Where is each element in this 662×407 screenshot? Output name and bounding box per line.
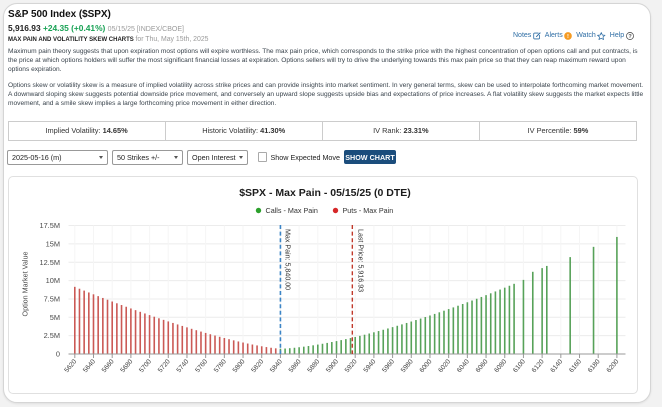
- svg-text:6200: 6200: [605, 358, 620, 374]
- svg-text:Max Pain: 5,840.00: Max Pain: 5,840.00: [283, 229, 291, 290]
- svg-text:2.5M: 2.5M: [44, 331, 60, 340]
- svg-text:5880: 5880: [306, 358, 321, 374]
- svg-text:0: 0: [56, 350, 60, 359]
- svg-text:Puts - Max Pain: Puts - Max Pain: [343, 206, 394, 215]
- svg-text:5M: 5M: [50, 313, 60, 322]
- svg-text:6020: 6020: [437, 358, 452, 374]
- svg-text:6080: 6080: [493, 358, 508, 374]
- svg-text:5820: 5820: [250, 358, 265, 374]
- svg-text:Calls - Max Pain: Calls - Max Pain: [266, 206, 318, 215]
- svg-text:5740: 5740: [176, 358, 191, 374]
- svg-text:5920: 5920: [344, 358, 359, 374]
- svg-text:6060: 6060: [475, 358, 490, 374]
- svg-text:5620: 5620: [63, 358, 78, 374]
- svg-text:Last Price: 5,916.93: Last Price: 5,916.93: [356, 229, 364, 292]
- svg-text:5780: 5780: [213, 358, 228, 374]
- svg-text:6040: 6040: [456, 358, 471, 374]
- svg-text:5800: 5800: [232, 358, 247, 374]
- svg-text:5680: 5680: [119, 358, 134, 374]
- svg-text:5760: 5760: [194, 358, 209, 374]
- svg-text:5840: 5840: [269, 358, 284, 374]
- svg-text:?: ?: [628, 34, 632, 40]
- svg-text:5900: 5900: [325, 358, 340, 374]
- svg-text:15M: 15M: [46, 239, 60, 248]
- svg-text:6120: 6120: [531, 358, 546, 374]
- svg-text:17.5M: 17.5M: [39, 221, 60, 230]
- svg-text:6000: 6000: [419, 358, 434, 374]
- svg-text:!: !: [567, 34, 569, 40]
- svg-text:12.5M: 12.5M: [39, 258, 60, 267]
- svg-text:Option Market Value: Option Market Value: [21, 252, 30, 317]
- svg-text:5980: 5980: [400, 358, 415, 374]
- svg-text:5720: 5720: [157, 358, 172, 374]
- svg-text:6100: 6100: [512, 358, 527, 374]
- svg-text:6180: 6180: [587, 358, 602, 374]
- svg-text:5860: 5860: [288, 358, 303, 374]
- svg-text:5660: 5660: [101, 358, 116, 374]
- svg-text:5700: 5700: [138, 358, 153, 374]
- svg-text:$SPX - Max Pain - 05/15/25 (0: $SPX - Max Pain - 05/15/25 (0 DTE): [239, 187, 411, 199]
- svg-text:5940: 5940: [362, 358, 377, 374]
- svg-text:10M: 10M: [46, 276, 60, 285]
- svg-text:6140: 6140: [549, 358, 564, 374]
- svg-text:7.5M: 7.5M: [44, 294, 60, 303]
- svg-text:5640: 5640: [82, 358, 97, 374]
- svg-text:6160: 6160: [568, 358, 583, 374]
- svg-text:5960: 5960: [381, 358, 396, 374]
